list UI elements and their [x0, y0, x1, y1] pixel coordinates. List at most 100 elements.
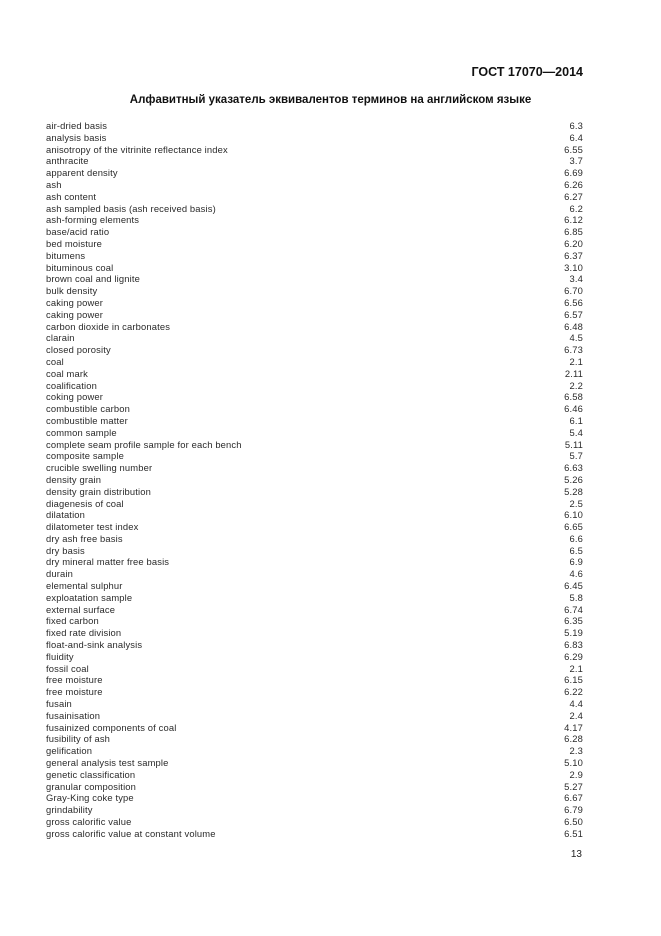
index-entry: fusainisation 2.4	[46, 710, 583, 722]
index-entry: diagenesis of coal 2.5	[46, 498, 583, 510]
term-reference: 5.28	[564, 485, 583, 497]
term: clarain	[46, 332, 75, 344]
term: common sample	[46, 426, 117, 438]
term-reference: 4.4	[569, 698, 583, 710]
index-entry: coal mark 2.11	[46, 368, 583, 380]
term: ash-forming elements	[46, 214, 140, 226]
index-entry: fluidity 6.29	[46, 651, 583, 663]
term: carbon dioxide in carbonates	[46, 320, 171, 332]
term-reference: 6.20	[564, 237, 583, 249]
term: fixed rate division	[46, 627, 122, 639]
term: dry ash free basis	[46, 532, 123, 544]
index-entry: composite sample 5.7	[46, 450, 583, 462]
index-entry: free moisture 6.22	[46, 686, 583, 698]
term: fusainized components of coal	[46, 721, 177, 733]
index-entry: density grain distribution 5.28	[46, 486, 583, 498]
term-reference: 6.2	[569, 202, 583, 214]
term: fusibility of ash	[46, 733, 111, 745]
term: Gray-King coke type	[46, 792, 134, 804]
term: durain	[46, 568, 73, 580]
term: external surface	[46, 603, 116, 615]
term: coal	[46, 355, 64, 367]
term-reference: 6.58	[564, 391, 583, 403]
term: granular composition	[46, 780, 137, 792]
term-reference: 6.57	[564, 308, 583, 320]
term: bulk density	[46, 285, 98, 297]
index-entry: gelification 2.3	[46, 745, 583, 757]
term-reference: 6.1	[569, 414, 583, 426]
index-entry: general analysis test sample 5.10	[46, 757, 583, 769]
term-reference: 6.67	[564, 792, 583, 804]
term: bed moisture	[46, 237, 102, 249]
term: ash content	[46, 190, 97, 202]
index-entry: ash-forming elements 6.12	[46, 214, 583, 226]
term-reference: 5.8	[569, 591, 583, 603]
term-reference: 6.10	[564, 509, 583, 521]
index-entry: caking power 6.57	[46, 309, 583, 321]
term: general analysis test sample	[46, 757, 169, 769]
index-entry: carbon dioxide in carbonates 6.48	[46, 321, 583, 333]
term-reference: 6.83	[564, 639, 583, 651]
term: exploatation sample	[46, 591, 133, 603]
page-title: Алфавитный указатель эквивалентов термин…	[129, 94, 532, 106]
index-entry: brown coal and lignite 3.4	[46, 273, 583, 285]
term: caking power	[46, 308, 104, 320]
index-entry: dry mineral matter free basis 6.9	[46, 556, 583, 568]
index-entry: gross calorific value 6.50	[46, 816, 583, 828]
term-reference: 6.85	[564, 226, 583, 238]
index-entry: fusain 4.4	[46, 698, 583, 710]
index-entry: ash content 6.27	[46, 191, 583, 203]
term: brown coal and lignite	[46, 273, 140, 285]
term: ash sampled basis (ash received basis)	[46, 202, 216, 214]
term: genetic classification	[46, 768, 136, 780]
term-reference: 6.50	[564, 816, 583, 828]
index-entry: coking power 6.58	[46, 391, 583, 403]
term-reference: 6.35	[564, 615, 583, 627]
index-entry: bulk density 6.70	[46, 285, 583, 297]
term-reference: 6.37	[564, 249, 583, 261]
term: dilatometer test index	[46, 521, 139, 533]
term-reference: 6.26	[564, 178, 583, 190]
index-entry: bed moisture 6.20	[46, 238, 583, 250]
index-entry: elemental sulphur 6.45	[46, 580, 583, 592]
term: crucible swelling number	[46, 462, 153, 474]
index-entry: exploatation sample 5.8	[46, 592, 583, 604]
term-reference: 5.4	[569, 426, 583, 438]
index-entry: complete seam profile sample for each be…	[46, 439, 583, 451]
term-reference: 6.5	[569, 544, 583, 556]
term: fusain	[46, 698, 72, 710]
index-entry: coal 2.1	[46, 356, 583, 368]
term: base/acid ratio	[46, 226, 110, 238]
page-number: 13	[570, 849, 582, 860]
index-entry: fixed rate division 5.19	[46, 627, 583, 639]
index-entry: analysis basis 6.4	[46, 132, 583, 144]
term-reference: 6.55	[564, 143, 583, 155]
term-reference: 4.6	[569, 568, 583, 580]
index-entry: common sample 5.4	[46, 427, 583, 439]
term: dry mineral matter free basis	[46, 556, 170, 568]
term: combustible matter	[46, 414, 128, 426]
index-entry: closed porosity 6.73	[46, 344, 583, 356]
index-entry: fossil coal 2.1	[46, 663, 583, 675]
term-reference: 5.27	[564, 780, 583, 792]
term: air-dried basis	[46, 120, 108, 131]
term-reference: 6.46	[564, 403, 583, 415]
term-reference: 6.6	[569, 532, 583, 544]
term-reference: 6.70	[564, 285, 583, 297]
term: fossil coal	[46, 662, 89, 674]
term-index-list: air-dried basis 6.3 analysis basis 6.4 aniso…	[46, 120, 583, 840]
term: coalification	[46, 379, 97, 391]
term: ash	[46, 178, 62, 190]
index-entry: fusibility of ash 6.28	[46, 733, 583, 745]
standard-header: ГОСТ 17070—2014	[471, 65, 583, 79]
term-reference: 6.22	[564, 686, 583, 698]
term-reference: 6.45	[564, 580, 583, 592]
term: gelification	[46, 745, 93, 757]
term-reference: 5.26	[564, 473, 583, 485]
term-reference: 5.7	[569, 450, 583, 462]
term-reference: 2.2	[569, 379, 583, 391]
term: bitumens	[46, 249, 86, 261]
term-reference: 6.29	[564, 650, 583, 662]
index-entry: crucible swelling number 6.63	[46, 462, 583, 474]
term-reference: 3.7	[569, 155, 583, 167]
